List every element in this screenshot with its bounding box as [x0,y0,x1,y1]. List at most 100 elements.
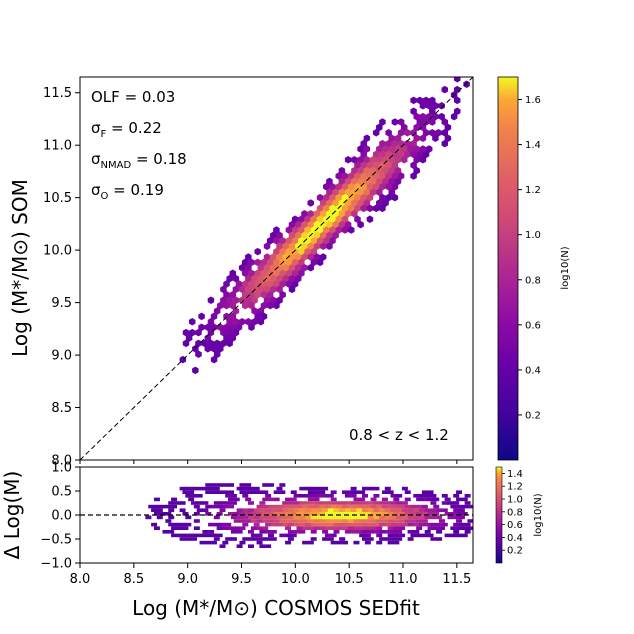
residual-cell [430,515,437,520]
residual-cell [171,526,178,530]
hexbin-cell [304,247,311,256]
residual-cell [290,512,297,516]
hexbin-cell [379,183,386,191]
hexbin-cell [338,220,346,229]
residual-cell [416,533,423,538]
residual-cell [424,494,431,498]
residual-cell [384,522,391,527]
residual-cell [330,512,337,516]
residual-cell [307,519,314,523]
hexbin-cell [332,199,339,207]
residual-cell [216,533,223,538]
residual-cell [222,540,229,545]
residual-cell [353,497,360,502]
residual-cell [310,508,317,512]
hexbin-cell [319,199,327,207]
hexbin-cell [372,172,380,180]
residual-cell [467,519,473,523]
residual-cell [407,515,414,520]
hexbin-cell [291,258,299,267]
residual-cell [313,490,320,494]
hexbin-cell [241,280,249,288]
residual-cell [273,490,280,494]
residual-cell [222,483,229,487]
hexbin-cell [270,285,277,294]
residual-colorbar-tick-label: 1.2 [507,482,523,493]
hexbin-cell [185,334,193,342]
residual-cell [145,515,152,520]
residual-cell [393,540,400,545]
residual-cell [419,522,425,527]
residual-cell [347,519,354,523]
hexbin-cell [391,118,399,126]
hexbin-cell [301,220,308,229]
residual-cell [233,512,240,516]
residual-cell [265,515,272,520]
hexbin-cell [192,345,199,353]
residual-cell [324,512,331,516]
residual-cell [410,519,417,523]
y-tick-label: 8.0 [51,454,72,469]
residual-cell [416,504,423,509]
hexbin-cell [329,204,336,213]
hexbin-cell [213,307,221,315]
hexbin-cell [323,215,330,223]
residual-cell [242,494,249,498]
residual-cell [359,497,366,502]
residual-cell [353,490,360,494]
residual-cell [407,537,414,541]
hexbin-cell [413,123,420,132]
residual-cell [333,530,340,534]
residual-cell [359,533,366,538]
residual-cell [327,501,334,505]
hexbin-cell [441,85,449,94]
residual-cell [310,486,317,491]
residual-cell [216,504,223,509]
residual-cell [330,519,337,523]
hexbin-cell [285,280,293,288]
residual-cell [319,512,326,516]
residual-cell [182,526,189,530]
residual-cell [302,540,309,545]
hexbin-cell [260,291,268,299]
residual-cell [387,504,394,509]
hexbin-cell [282,264,290,272]
residual-cell [347,526,354,530]
residual-cell [216,512,223,516]
hexbin-cell [248,258,255,267]
residual-cell [165,519,172,523]
residual-cell [410,533,417,538]
residual-cell [153,504,160,509]
hexbin-cell [213,339,221,348]
hexbin-cell [276,253,283,261]
residual-cell [156,515,163,520]
residual-cell [399,512,406,516]
hexbin-cell [397,150,405,159]
residual-cell [330,497,337,502]
hexbin-cell [410,107,417,115]
hexbin-cell [285,269,293,277]
hexbin-cell [372,204,380,213]
residual-panel: −1.0 −0.5 0.0 0.5 1.0 8.0 8.5 9.0 9.5 10.0 10.5 11… [0,461,474,620]
residual-cell [153,497,160,502]
hexbin-cell [326,242,333,250]
hexbin-cell [316,204,324,213]
residual-cell [307,540,314,545]
residual-cell [373,522,380,527]
residual-cell [461,504,468,509]
residual-cell [242,515,249,520]
hexbin-cell [266,291,274,299]
residual-cell [447,515,454,520]
residual-cell [324,526,331,530]
residual-cell [381,504,388,509]
hexbin-cell [382,145,389,153]
residual-cell [336,540,343,545]
hexbin-cell [329,226,336,234]
residual-cell [210,490,217,494]
residual-cell [267,512,274,516]
hexbin-cell [288,253,296,261]
residual-cell [322,522,329,527]
residual-cell [193,519,200,523]
hexbin-cell [388,188,396,196]
